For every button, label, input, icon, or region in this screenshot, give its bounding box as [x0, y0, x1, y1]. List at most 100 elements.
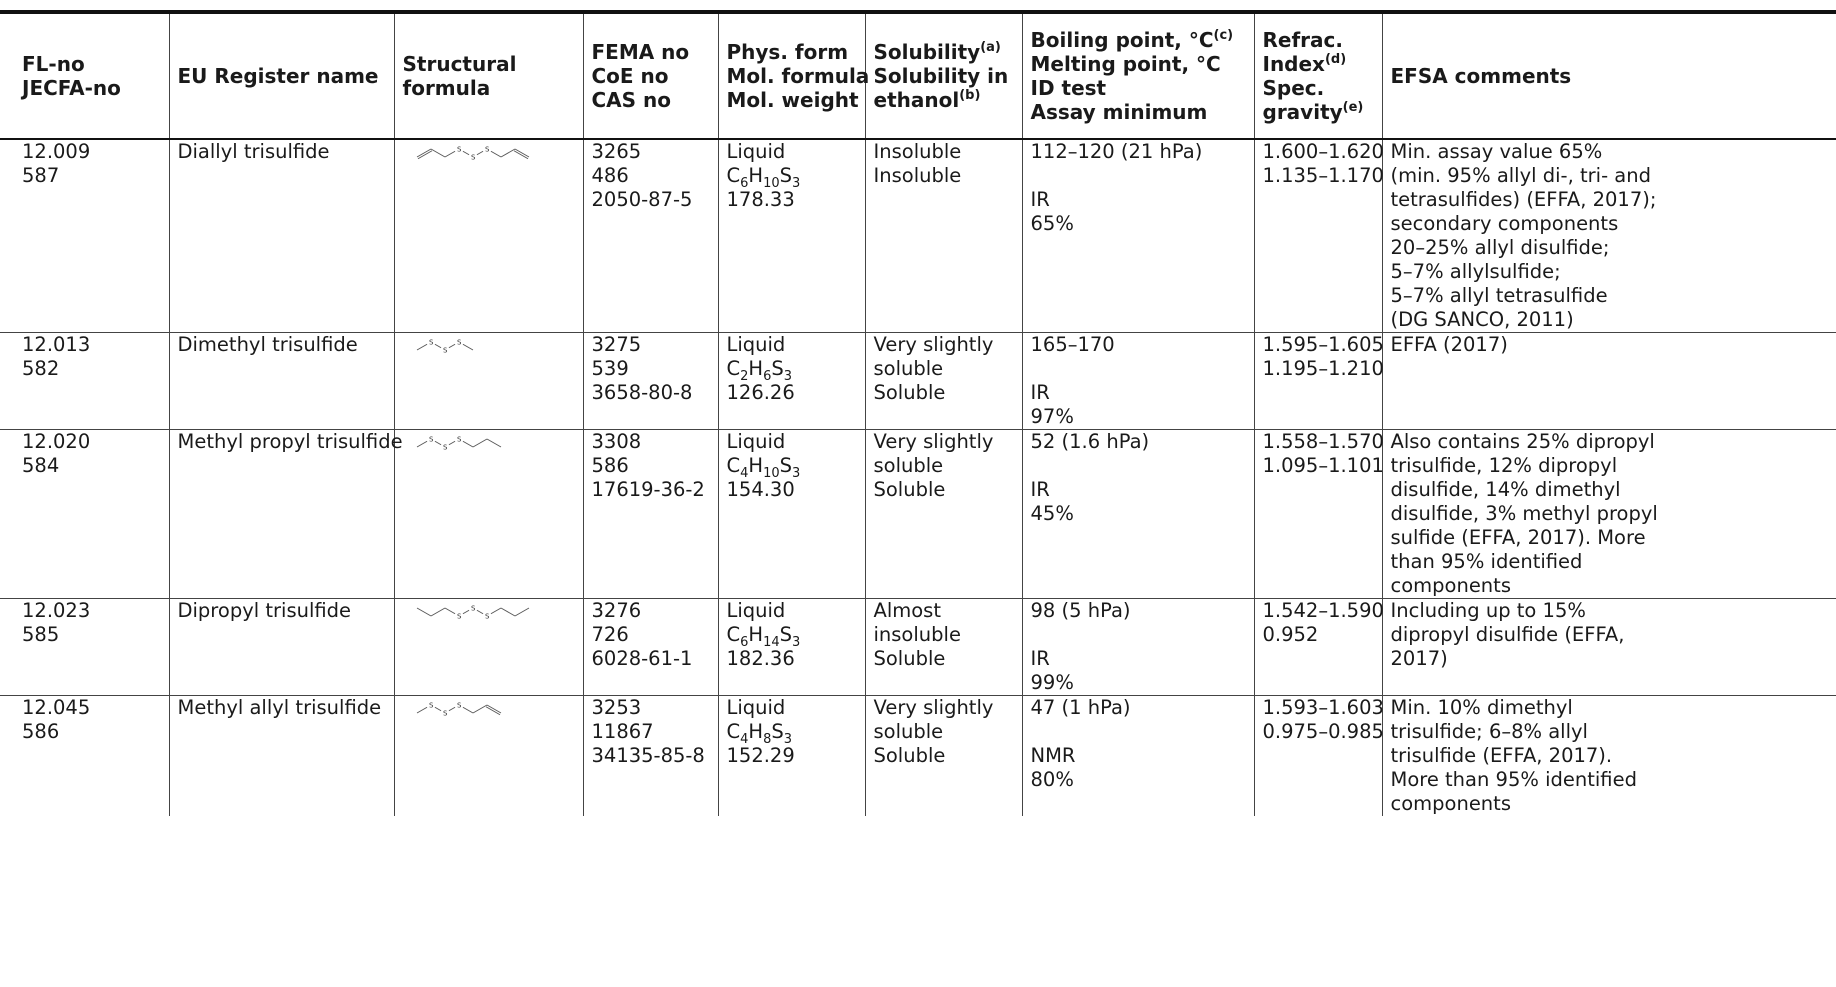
bond-line	[430, 148, 445, 158]
phys-form: Liquid	[726, 140, 786, 163]
efsa-comment-line: trisulfide; 6–8% allyl	[1390, 720, 1588, 743]
cell-refrac-index: 1.593–1.603 0.975–0.985	[1253, 695, 1384, 816]
bond-line	[514, 607, 529, 617]
bond-line	[416, 440, 427, 448]
efsa-comment-line: trisulfide (EFFA, 2017).	[1390, 744, 1613, 767]
cell-fema-coe-cas: 3275 539 3658-80-8	[582, 332, 718, 430]
id-test: IR	[1030, 188, 1050, 211]
jecfa-no: 582	[22, 357, 60, 380]
melting-point	[1031, 623, 1254, 647]
cell-fema-coe-cas: 3276 726 6028-61-1	[582, 598, 718, 696]
assay-minimum: 65%	[1030, 212, 1074, 235]
table-row: 12.013 582 Dimethyl trisulfide S S S 3275 539 36…	[0, 332, 1836, 430]
cell-efsa-comments: Min. assay value 65% (min. 95% allyl di-,…	[1381, 139, 1836, 333]
formula-subscript: 4	[740, 732, 749, 747]
header-structural-formula: Structural formula	[393, 12, 583, 140]
formula-subscript: 6	[763, 369, 772, 384]
structure-svg: S S S	[416, 702, 501, 718]
spec-gravity: 0.952	[1262, 623, 1319, 646]
cell-eu-register-name: Dimethyl trisulfide	[168, 332, 394, 430]
cell-eu-register-name: Dipropyl trisulfide	[168, 598, 394, 696]
formula-subscript: 14	[763, 635, 780, 650]
mol-weight: 126.26	[726, 381, 795, 404]
cell-fl-no: 12.013 582	[0, 333, 169, 430]
boiling-point: 112–120 (21 hPa)	[1030, 140, 1203, 163]
efsa-comment-line: than 95% identified	[1390, 550, 1583, 573]
cell-boiling-point: 165–170 IR 97%	[1021, 332, 1254, 430]
header-fl-no: FL-no JECFA-no	[0, 12, 169, 140]
sulfur-atom-label: S	[457, 436, 462, 444]
bond-line	[416, 706, 427, 714]
table-row: 12.020 584 Methyl propyl trisulfide S S S 3308…	[0, 429, 1836, 599]
sulfur-atom-label: S	[443, 347, 448, 355]
bond-line	[434, 706, 441, 712]
sulfur-atom-label: S	[471, 605, 476, 613]
structure-svg: S S S	[416, 605, 529, 621]
bond-line	[416, 148, 431, 158]
cas-no: 2050-87-5	[591, 188, 693, 211]
bond-line	[430, 607, 445, 617]
cas-no: 17619-36-2	[591, 478, 705, 501]
phys-form: Liquid	[726, 430, 786, 453]
dimethyl-trisulfide-structure-icon: S S S	[403, 333, 553, 357]
cell-boiling-point: 52 (1.6 hPa) IR 45%	[1021, 429, 1254, 599]
mol-formula: C6H14S3	[726, 623, 801, 650]
efsa-comment-line: dipropyl disulfide (EFFA,	[1390, 623, 1625, 646]
sulfur-atom-label: S	[457, 613, 462, 621]
cell-efsa-comments: EFFA (2017)	[1381, 332, 1836, 430]
mol-weight: 154.30	[726, 478, 795, 501]
solubility: soluble	[873, 357, 944, 380]
efsa-comment-line: (DG SANCO, 2011)	[1390, 308, 1574, 331]
cell-solubility: Very slightly soluble Soluble	[864, 695, 1022, 816]
assay-minimum: 97%	[1030, 405, 1074, 428]
cell-fema-coe-cas: 3253 11867 34135-85-8	[582, 695, 718, 816]
mol-weight: 178.33	[726, 188, 795, 211]
solubility: soluble	[873, 454, 944, 477]
cas-no: 34135-85-8	[591, 744, 705, 767]
sulfur-atom-label: S	[429, 436, 434, 444]
sulfur-atom-label: S	[429, 339, 434, 347]
cell-efsa-comments: Also contains 25% dipropyl trisulfide, 12…	[1381, 429, 1836, 599]
solubility: Insoluble	[873, 140, 962, 163]
efsa-comment-line: 2017)	[1390, 647, 1448, 670]
cell-eu-register-name: Diallyl trisulfide	[168, 139, 394, 333]
cell-refrac-index: 1.542–1.590 0.952	[1253, 598, 1384, 696]
bond-line	[476, 609, 483, 615]
formula-subscript: 6	[740, 635, 749, 650]
header-solubility: Solubility(a) Solubility in ethanol(b)	[864, 12, 1022, 140]
cell-phys-form: Liquid C4H8S3 152.29	[717, 695, 865, 816]
bond-line	[500, 148, 515, 158]
efsa-comment-line: trisulfide, 12% dipropyl	[1390, 454, 1618, 477]
fl-no: 12.045	[22, 696, 91, 719]
eu-register-name: Dipropyl trisulfide	[177, 599, 352, 622]
sulfur-atom-label: S	[471, 154, 476, 162]
sulfur-atom-label: S	[457, 146, 462, 154]
boiling-point: 165–170	[1030, 333, 1115, 356]
melting-point	[1031, 720, 1254, 744]
bond-line	[462, 150, 469, 156]
mol-weight: 182.36	[726, 647, 795, 670]
table-row: 12.045 586 Methyl allyl trisulfide S S S 3253 1…	[0, 695, 1836, 816]
cell-efsa-comments: Min. 10% dimethyl trisulfide; 6–8% allyl t…	[1381, 695, 1836, 816]
solubility: Very slightly	[873, 430, 994, 453]
structure-svg: S S S	[416, 436, 501, 452]
melting-point	[1031, 164, 1254, 188]
spec-gravity: 1.135–1.170	[1262, 164, 1384, 187]
bond-line	[486, 438, 501, 448]
bond-line	[434, 440, 441, 446]
efsa-comment-line: components	[1390, 792, 1511, 815]
id-test: IR	[1030, 381, 1050, 404]
header-phys-form: Phys. form Mol. formula Mol. weight	[717, 12, 869, 140]
boiling-point: 98 (5 hPa)	[1030, 599, 1131, 622]
bond-line	[448, 343, 455, 349]
mol-weight: 152.29	[726, 744, 795, 767]
formula-subscript: 3	[783, 369, 793, 384]
boiling-point: 47 (1 hPa)	[1030, 696, 1131, 719]
cell-solubility: Insoluble Insoluble	[864, 139, 1022, 333]
cell-fema-coe-cas: 3308 586 17619-36-2	[582, 429, 718, 599]
cell-solubility: Very slightly soluble Soluble	[864, 332, 1022, 430]
id-test: IR	[1030, 478, 1050, 501]
assay-minimum: 80%	[1030, 768, 1074, 791]
efsa-comment-line: 5–7% allylsulfide;	[1390, 260, 1561, 283]
refrac-index: 1.542–1.590	[1262, 599, 1384, 622]
